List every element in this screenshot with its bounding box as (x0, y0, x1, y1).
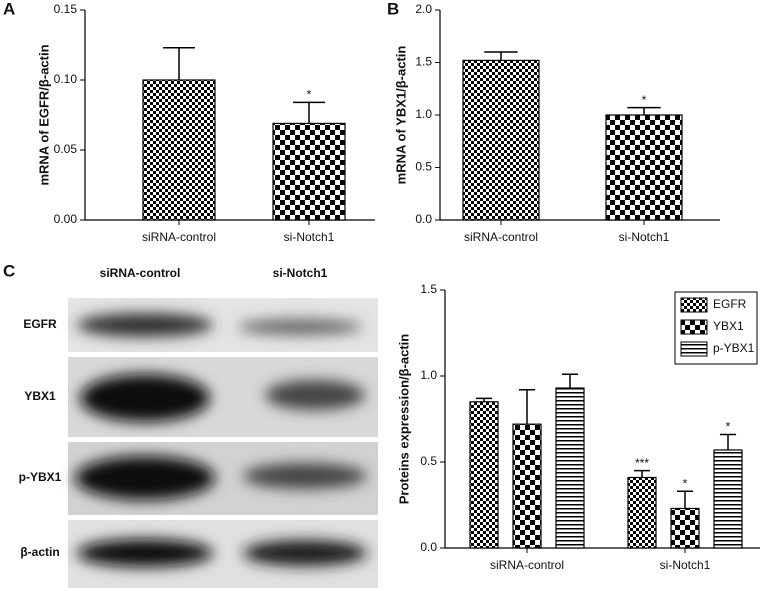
bar (462, 59, 540, 221)
bar (469, 401, 499, 549)
blot-column-label: si-Notch1 (273, 266, 328, 280)
bar (670, 507, 700, 549)
blot-row-label: YBX1 (24, 389, 56, 403)
bar (272, 122, 346, 221)
y-tick-label: 0.0 (415, 212, 432, 226)
bar (605, 114, 683, 221)
bar (713, 449, 743, 549)
panel-label: B (387, 0, 399, 18)
y-axis-label: mRNA of EGFR/β-actin (36, 44, 51, 185)
x-tick-label: si-Notch1 (284, 230, 335, 244)
significance-label: *** (635, 456, 649, 470)
bar (627, 476, 657, 549)
y-tick-label: 1.0 (420, 368, 437, 382)
blot-row-label: EGFR (23, 317, 57, 331)
blot-image (68, 298, 378, 588)
x-tick-label: si-Notch1 (619, 230, 670, 244)
y-axis-label: Proteins expression/β-actin (396, 334, 411, 505)
legend-label: YBX1 (713, 319, 744, 333)
blot-column-label: siRNA-control (100, 266, 181, 280)
bar (142, 79, 216, 221)
x-tick-label: si-Notch1 (660, 558, 711, 572)
panel-label: C (3, 261, 15, 280)
bar (555, 387, 585, 549)
blot-row-label: β-actin (20, 545, 59, 559)
legend-label: EGFR (713, 297, 747, 311)
y-tick-label: 0.10 (54, 72, 78, 86)
x-tick-label: siRNA-control (490, 558, 564, 572)
bar (512, 423, 542, 549)
significance-label: * (642, 93, 647, 107)
y-tick-label: 0.15 (54, 2, 78, 16)
legend-swatch (680, 319, 708, 335)
y-tick-label: 0.5 (415, 160, 432, 174)
significance-label: * (683, 476, 688, 490)
x-tick-label: siRNA-control (142, 230, 216, 244)
legend-label: p-YBX1 (713, 341, 755, 355)
blot-row-label: p-YBX1 (19, 470, 62, 484)
significance-label: * (726, 420, 731, 434)
y-tick-label: 0.5 (420, 454, 437, 468)
panel-label: A (3, 0, 15, 18)
legend-swatch (680, 297, 708, 313)
legend-swatch (680, 341, 708, 357)
x-tick-label: siRNA-control (464, 230, 538, 244)
y-tick-label: 1.0 (415, 107, 432, 121)
y-tick-label: 0.00 (54, 212, 78, 226)
y-tick-label: 2.0 (415, 2, 432, 16)
y-tick-label: 1.5 (420, 282, 437, 296)
y-tick-label: 0.0 (420, 540, 437, 554)
y-tick-label: 0.05 (54, 142, 78, 156)
y-axis-label: mRNA of YBX1/β-actin (393, 46, 408, 185)
y-tick-label: 1.5 (415, 55, 432, 69)
significance-label: * (307, 88, 312, 102)
